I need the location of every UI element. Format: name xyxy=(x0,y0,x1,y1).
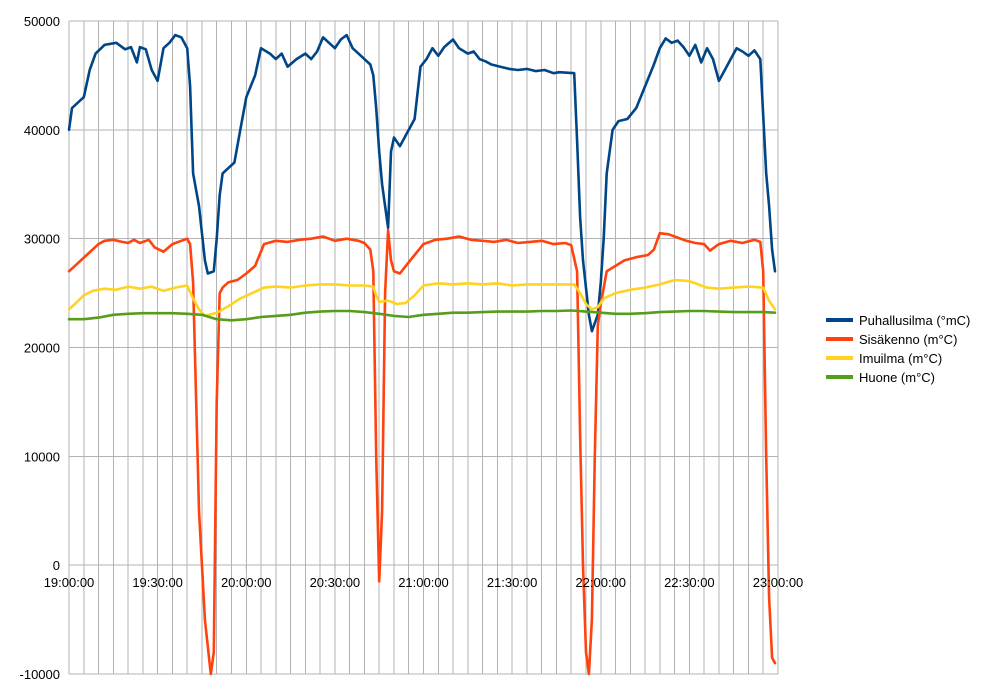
x-tick-label: 22:00:00 xyxy=(575,575,626,590)
y-tick-label: 0 xyxy=(53,558,60,573)
y-tick-label: 20000 xyxy=(24,341,60,356)
y-tick-label: 40000 xyxy=(24,123,60,138)
series-line-2 xyxy=(67,228,777,676)
legend-label: Huone (m°C) xyxy=(859,370,935,385)
series-line-3 xyxy=(67,278,777,318)
x-tick-label: 22:30:00 xyxy=(664,575,715,590)
legend-label: Puhallusilma (°mC) xyxy=(859,313,970,328)
x-tick-label: 21:30:00 xyxy=(487,575,538,590)
y-tick-label: 30000 xyxy=(24,232,60,247)
x-tick-label: 23:00:00 xyxy=(753,575,804,590)
chart-axes: 50000 40000 30000 20000 10000 0 -10000 19:00:00… xyxy=(20,14,804,682)
series-line-1 xyxy=(67,33,777,333)
y-tick-label: -10000 xyxy=(20,667,60,682)
x-tick-label: 20:30:00 xyxy=(310,575,361,590)
x-tick-label: 19:30:00 xyxy=(132,575,183,590)
legend-label: Sisäkenno (m°C) xyxy=(859,332,957,347)
y-tick-label: 10000 xyxy=(24,449,60,464)
legend-label: Imuilma (m°C) xyxy=(859,351,942,366)
x-tick-label: 19:00:00 xyxy=(44,575,95,590)
chart-series-layer xyxy=(67,33,777,676)
series-line-4 xyxy=(67,309,777,322)
y-tick-label: 50000 xyxy=(24,14,60,29)
x-tick-label: 20:00:00 xyxy=(221,575,272,590)
chart-grid xyxy=(68,20,779,675)
x-tick-label: 21:00:00 xyxy=(398,575,449,590)
chart-legend: Puhallusilma (°mC) Sisäkenno (m°C) Imuilma… xyxy=(826,313,970,385)
